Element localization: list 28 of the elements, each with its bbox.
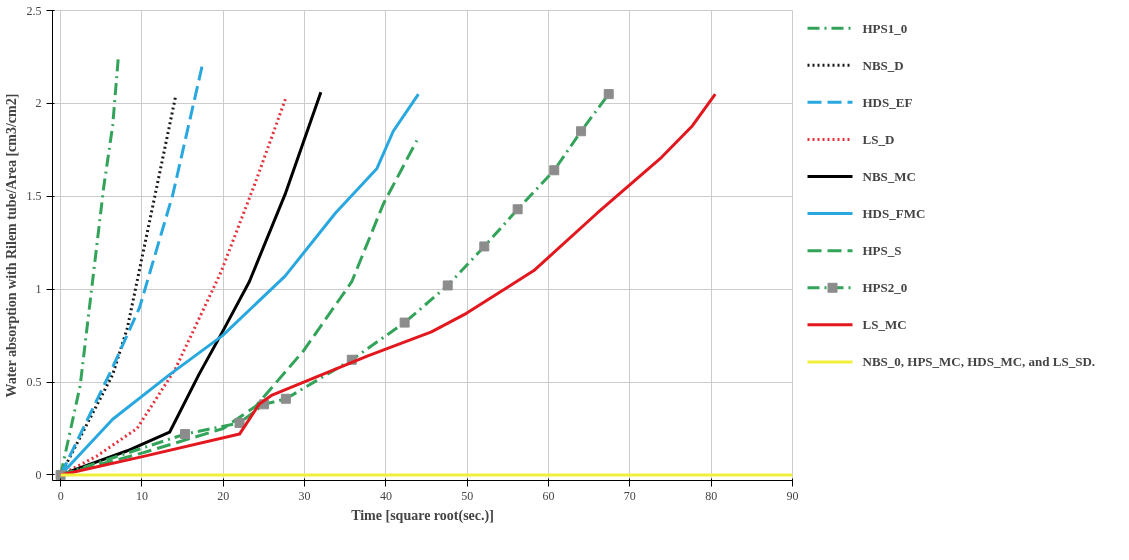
legend-label: LS_D bbox=[862, 131, 895, 147]
x-tick-label: 80 bbox=[705, 488, 718, 503]
legend-label: NBS_0, HPS_MC, HDS_MC, and LS_SD. bbox=[862, 354, 1096, 370]
x-axis-title: Time [square root(sec.)] bbox=[351, 507, 494, 524]
legend-label: HPS2_0 bbox=[862, 280, 908, 296]
legend-label: HPS_S bbox=[862, 243, 902, 259]
legend-label: NBS_MC bbox=[862, 169, 916, 184]
legend-label: HDS_EF bbox=[862, 94, 913, 110]
y-tick-label: 1 bbox=[35, 282, 42, 297]
y-tick-label: 2.5 bbox=[26, 3, 42, 18]
x-tick-label: 50 bbox=[461, 488, 474, 503]
x-tick-label: 60 bbox=[542, 488, 555, 503]
x-tick-label: 0 bbox=[57, 488, 64, 503]
legend-label: HDS_FMC bbox=[862, 206, 926, 222]
y-tick-label: 1.5 bbox=[26, 189, 42, 204]
legend-label: LS_MC bbox=[862, 317, 907, 333]
x-tick-label: 20 bbox=[217, 488, 230, 503]
x-tick-label: 70 bbox=[623, 488, 636, 503]
x-tick-label: 10 bbox=[135, 488, 148, 503]
x-tick-label: 30 bbox=[298, 488, 311, 503]
x-tick-label: 90 bbox=[786, 488, 799, 503]
y-tick-label: 0 bbox=[35, 467, 42, 482]
x-tick-label: 40 bbox=[379, 488, 392, 503]
y-tick-label: 0.5 bbox=[26, 375, 42, 390]
y-tick-label: 2 bbox=[35, 96, 42, 111]
legend-label: HPS1_0 bbox=[862, 20, 908, 36]
y-axis-title: Water absorption with Rilem tube/Area [cm3/cm2] bbox=[3, 93, 19, 398]
legend-label: NBS_D bbox=[862, 57, 904, 73]
